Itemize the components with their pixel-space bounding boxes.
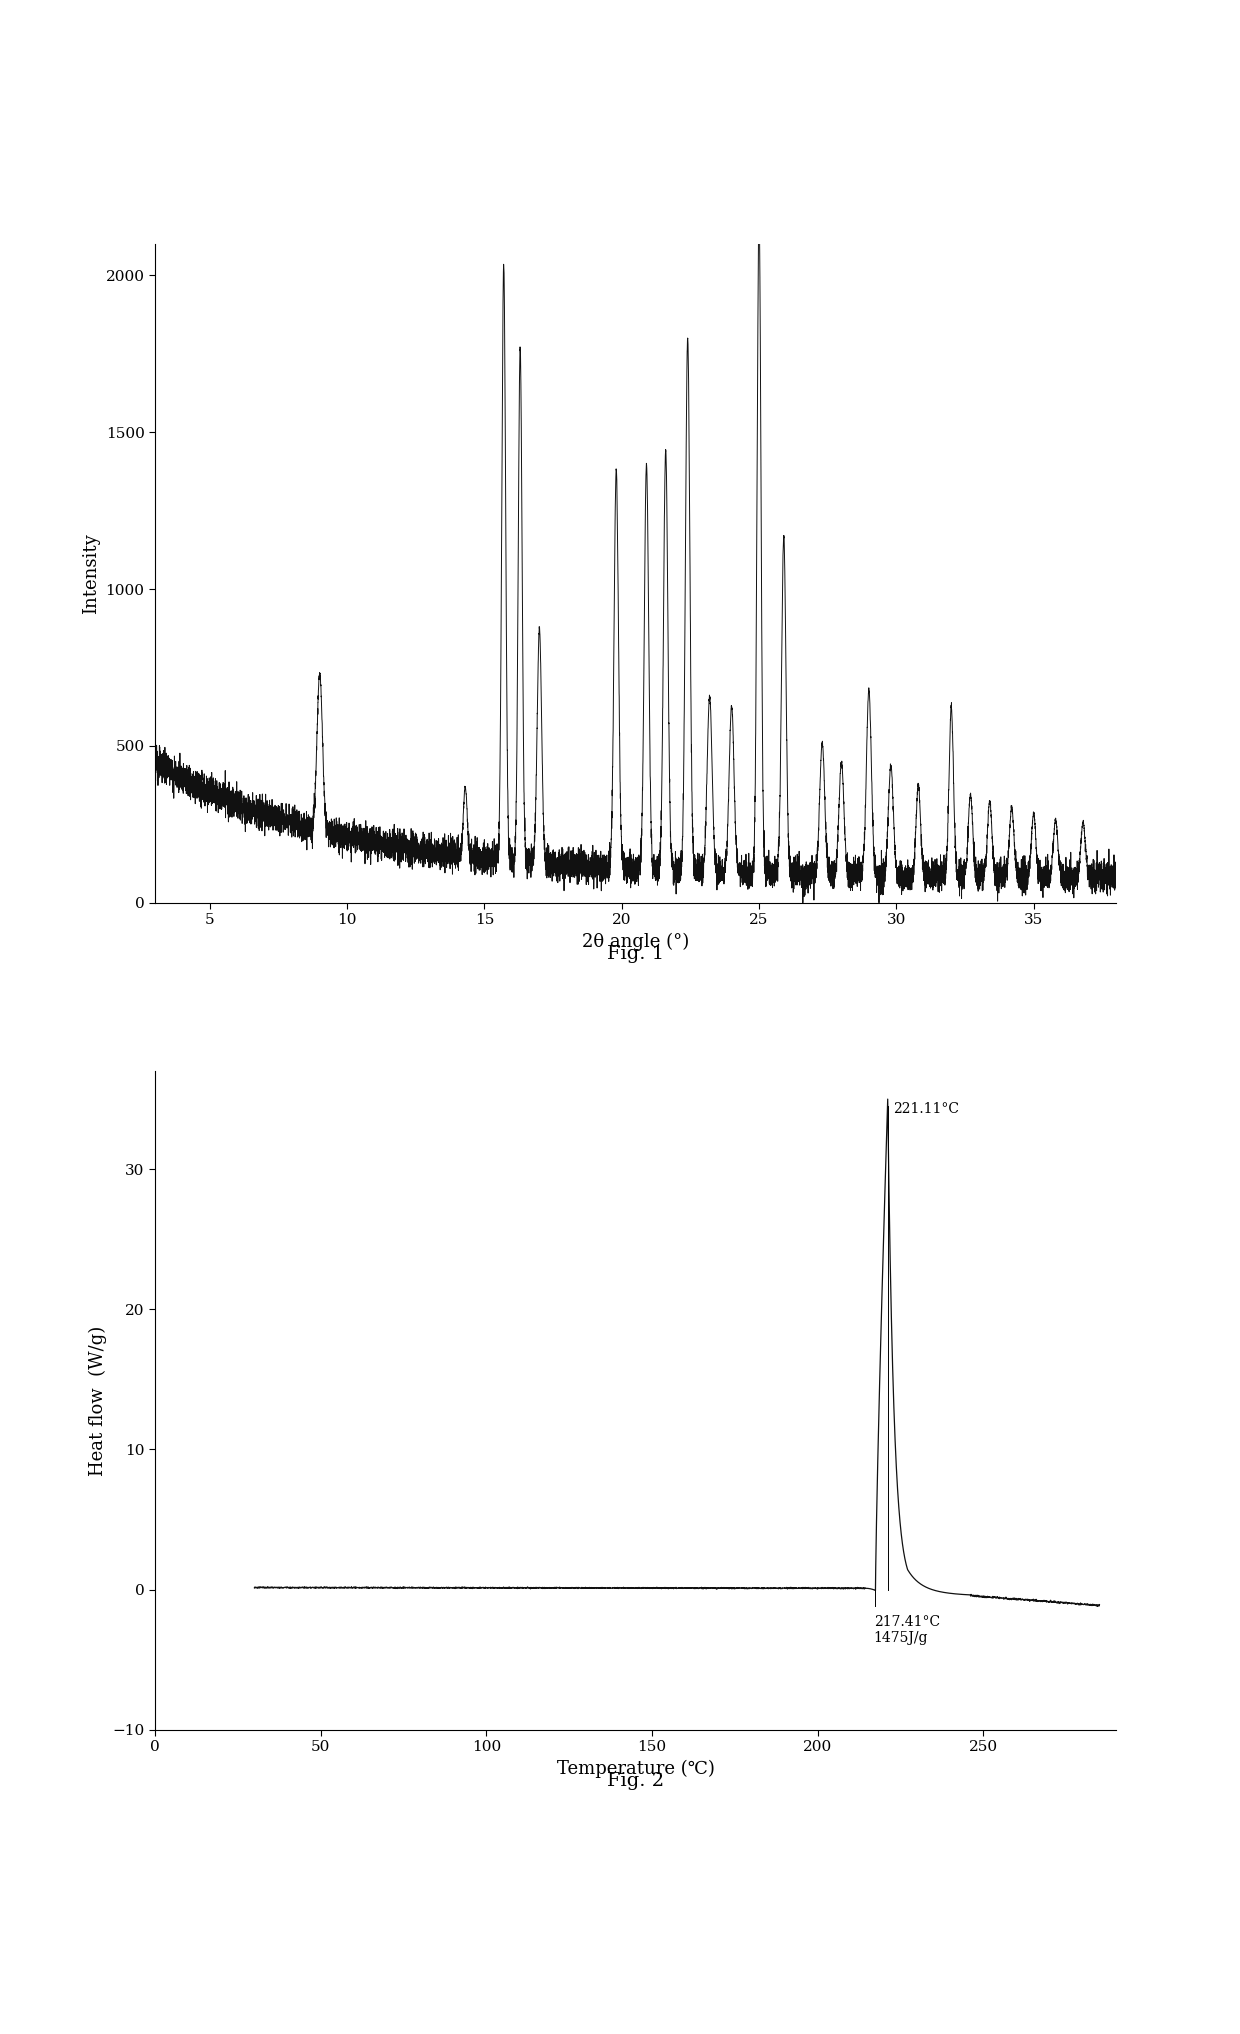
Text: Fig. 1: Fig. 1 xyxy=(606,946,665,962)
Text: 221.11°C: 221.11°C xyxy=(893,1102,959,1117)
X-axis label: 2θ angle (°): 2θ angle (°) xyxy=(582,934,689,952)
Y-axis label: Heat flow  (W/g): Heat flow (W/g) xyxy=(88,1326,107,1475)
Text: Fig. 2: Fig. 2 xyxy=(606,1772,665,1790)
X-axis label: Temperature (℃): Temperature (℃) xyxy=(557,1759,714,1778)
Y-axis label: Intensity: Intensity xyxy=(82,533,100,614)
Text: 217.41°C
1475J/g: 217.41°C 1475J/g xyxy=(874,1615,940,1646)
